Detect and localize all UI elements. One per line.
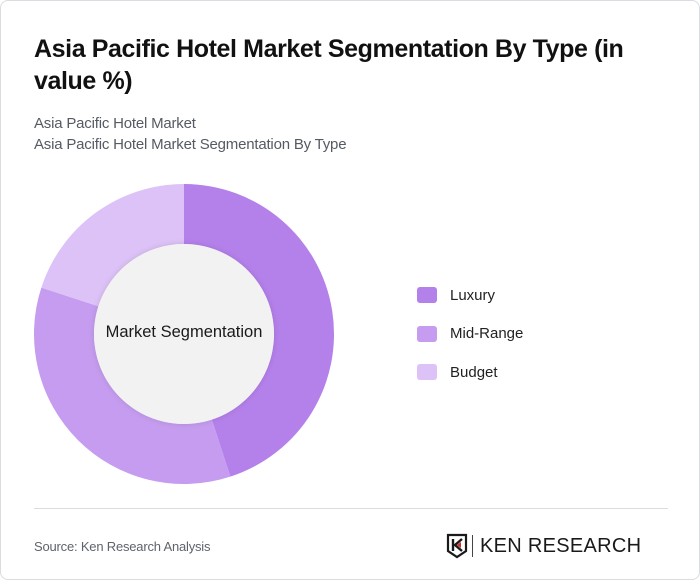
donut-hole	[94, 244, 274, 424]
legend-swatch-mid-range	[417, 325, 437, 342]
subtitle-market: Asia Pacific Hotel Market	[34, 115, 196, 132]
donut-center-label: Market Segmentation	[105, 323, 263, 341]
legend-label: Mid-Range	[450, 325, 524, 342]
legend-item-budget[interactable]: Budget	[417, 362, 523, 382]
subtitle-segmentation: Asia Pacific Hotel Market Segmentation B…	[34, 136, 347, 153]
legend-item-luxury[interactable]: Luxury	[417, 285, 523, 305]
legend-item-mid-range[interactable]: Mid-Range	[417, 324, 523, 344]
legend-swatch-budget	[417, 364, 437, 380]
chart-title: Asia Pacific Hotel Market Segmentation B…	[34, 35, 624, 95]
ken-research-logo: KEN RESEARCH	[446, 532, 641, 560]
footer-divider	[34, 508, 668, 509]
logo-text: KEN RESEARCH	[480, 534, 642, 557]
legend-label: Luxury	[450, 286, 496, 304]
source-note: Source: Ken Research Analysis	[34, 539, 211, 554]
legend-swatch-luxury	[417, 287, 437, 303]
slice-budget[interactable]	[41, 184, 184, 307]
slice-luxury[interactable]	[184, 184, 334, 477]
legend-label: Budget	[450, 363, 498, 381]
donut-chart	[34, 184, 334, 484]
chart-legend: Luxury Mid-Range Budget	[417, 285, 523, 401]
ken-research-shield-icon	[446, 533, 468, 559]
slice-mid-range[interactable]	[34, 287, 231, 484]
logo-divider	[472, 535, 473, 557]
